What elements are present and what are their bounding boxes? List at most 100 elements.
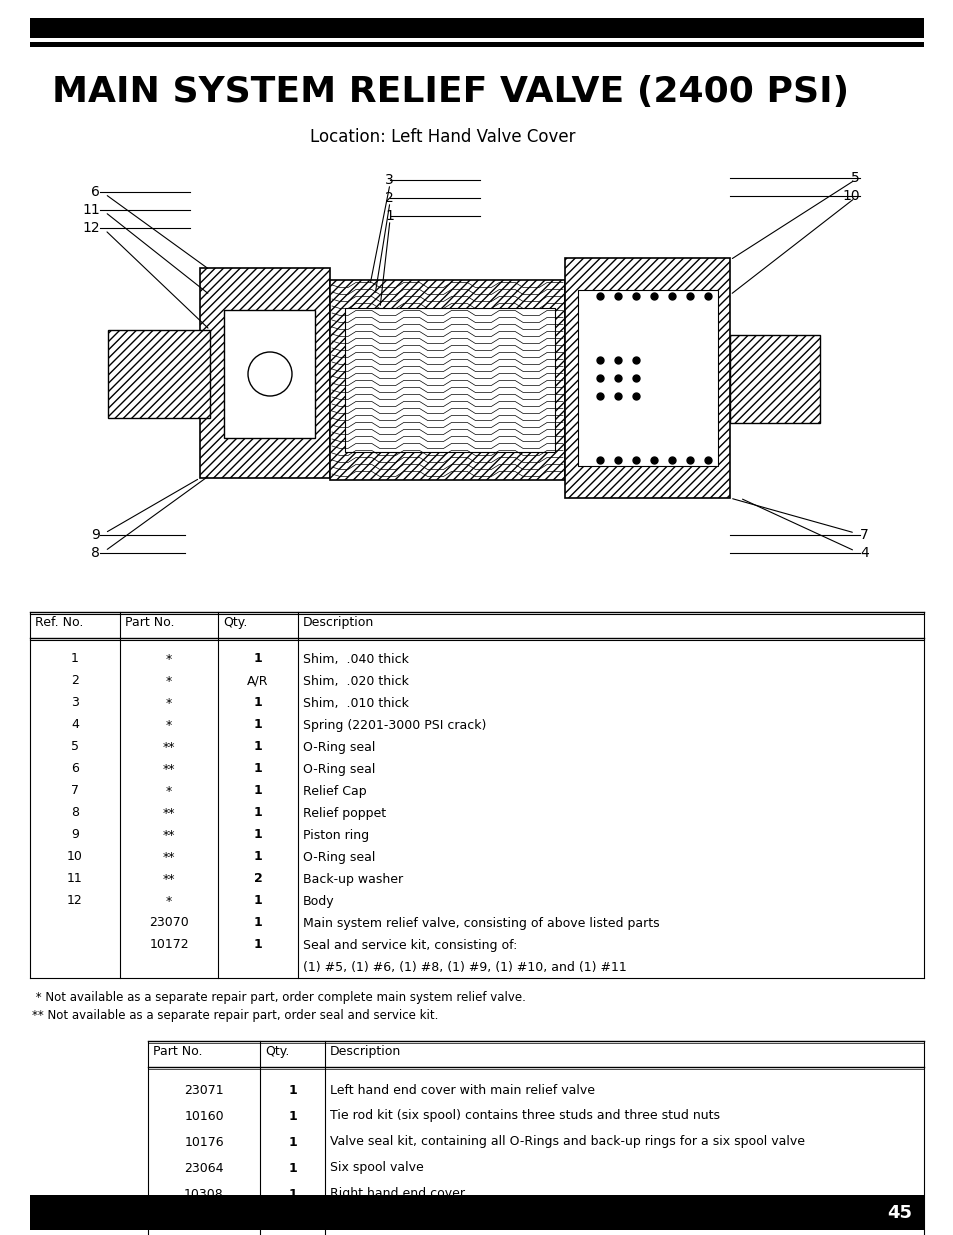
Text: Shim,  .040 thick: Shim, .040 thick bbox=[303, 652, 409, 666]
Text: 1: 1 bbox=[385, 209, 394, 224]
Text: Valve seal kit, containing all O-Rings and back-up rings for a six spool valve: Valve seal kit, containing all O-Rings a… bbox=[330, 1135, 804, 1149]
Text: 23070: 23070 bbox=[149, 916, 189, 930]
Text: A/R: A/R bbox=[247, 674, 269, 688]
Bar bbox=[30, 19, 923, 38]
Text: 3: 3 bbox=[71, 697, 79, 709]
Text: 5: 5 bbox=[850, 170, 859, 185]
Text: Qty.: Qty. bbox=[223, 616, 247, 629]
Text: 1: 1 bbox=[71, 652, 79, 666]
Text: 9: 9 bbox=[91, 529, 100, 542]
Text: Qty.: Qty. bbox=[265, 1045, 289, 1058]
Text: 10172: 10172 bbox=[149, 939, 189, 951]
Bar bbox=[108, 330, 210, 417]
Text: 10: 10 bbox=[841, 189, 859, 203]
Text: *: * bbox=[166, 674, 172, 688]
Text: 23064: 23064 bbox=[184, 1161, 224, 1174]
Text: Ref. No.: Ref. No. bbox=[35, 616, 83, 629]
Text: 10308: 10308 bbox=[184, 1188, 224, 1200]
Text: 12: 12 bbox=[67, 894, 83, 908]
Text: 1: 1 bbox=[253, 719, 262, 731]
Text: 7: 7 bbox=[859, 529, 868, 542]
Text: O-Ring seal: O-Ring seal bbox=[303, 762, 375, 776]
Bar bbox=[224, 310, 314, 438]
Text: Section seal kit: Section seal kit bbox=[330, 1214, 425, 1226]
Bar bbox=[30, 42, 923, 47]
Text: 1: 1 bbox=[253, 851, 262, 863]
Text: 12: 12 bbox=[82, 221, 100, 235]
Text: 1: 1 bbox=[253, 741, 262, 753]
Text: 3: 3 bbox=[385, 173, 394, 186]
Text: **: ** bbox=[163, 741, 175, 753]
Text: 1: 1 bbox=[253, 939, 262, 951]
Text: * Not available as a separate repair part, order complete main system relief val: * Not available as a separate repair par… bbox=[32, 990, 525, 1004]
Text: 1: 1 bbox=[288, 1135, 296, 1149]
Text: 1: 1 bbox=[288, 1109, 296, 1123]
Text: Spring (2201-3000 PSI crack): Spring (2201-3000 PSI crack) bbox=[303, 719, 486, 731]
Text: Description: Description bbox=[330, 1045, 401, 1058]
Bar bbox=[345, 308, 555, 452]
Text: 1: 1 bbox=[253, 762, 262, 776]
Text: Tie rod kit (six spool) contains three studs and three stud nuts: Tie rod kit (six spool) contains three s… bbox=[330, 1109, 720, 1123]
Text: 23071: 23071 bbox=[184, 1083, 224, 1097]
Text: Description: Description bbox=[303, 616, 374, 629]
Text: 8: 8 bbox=[71, 806, 79, 820]
Text: Relief Cap: Relief Cap bbox=[303, 784, 366, 798]
Text: 10160: 10160 bbox=[184, 1109, 224, 1123]
Text: Part No.: Part No. bbox=[125, 616, 174, 629]
Text: 11: 11 bbox=[82, 203, 100, 217]
Text: O-Ring seal: O-Ring seal bbox=[303, 741, 375, 753]
Text: 10176: 10176 bbox=[184, 1135, 224, 1149]
Text: Shim,  .010 thick: Shim, .010 thick bbox=[303, 697, 409, 709]
Bar bbox=[30, 1195, 923, 1230]
Text: **: ** bbox=[163, 806, 175, 820]
Text: *: * bbox=[166, 652, 172, 666]
Text: 2: 2 bbox=[385, 191, 394, 205]
Text: 1: 1 bbox=[253, 784, 262, 798]
Text: 1: 1 bbox=[288, 1188, 296, 1200]
Bar bbox=[564, 258, 729, 498]
Text: ** Not available as a separate repair part, order seal and service kit.: ** Not available as a separate repair pa… bbox=[32, 1009, 438, 1023]
Text: Piston ring: Piston ring bbox=[303, 829, 369, 841]
Text: 6: 6 bbox=[71, 762, 79, 776]
Text: Body: Body bbox=[303, 894, 335, 908]
Text: **: ** bbox=[163, 851, 175, 863]
Text: (1) #5, (1) #6, (1) #8, (1) #9, (1) #10, and (1) #11: (1) #5, (1) #6, (1) #8, (1) #9, (1) #10,… bbox=[303, 961, 626, 973]
Text: *: * bbox=[166, 784, 172, 798]
Text: 4: 4 bbox=[71, 719, 79, 731]
Text: 1: 1 bbox=[253, 916, 262, 930]
Bar bbox=[578, 290, 718, 466]
Text: 2: 2 bbox=[253, 872, 262, 885]
Text: *: * bbox=[166, 719, 172, 731]
Text: 1: 1 bbox=[253, 652, 262, 666]
Text: 1: 1 bbox=[253, 697, 262, 709]
Text: 1: 1 bbox=[288, 1083, 296, 1097]
Text: *: * bbox=[166, 894, 172, 908]
Text: **: ** bbox=[163, 829, 175, 841]
Text: 11: 11 bbox=[67, 872, 83, 885]
Text: *: * bbox=[166, 697, 172, 709]
Text: Left hand end cover with main relief valve: Left hand end cover with main relief val… bbox=[330, 1083, 595, 1097]
Text: MAIN SYSTEM RELIEF VALVE (2400 PSI): MAIN SYSTEM RELIEF VALVE (2400 PSI) bbox=[52, 75, 848, 109]
Text: 5: 5 bbox=[71, 741, 79, 753]
Text: Main system relief valve, consisting of above listed parts: Main system relief valve, consisting of … bbox=[303, 916, 659, 930]
Text: 1: 1 bbox=[253, 894, 262, 908]
Text: 6: 6 bbox=[91, 185, 100, 199]
Text: Right hand end cover: Right hand end cover bbox=[330, 1188, 464, 1200]
Text: 8: 8 bbox=[91, 546, 100, 559]
Text: Six spool valve: Six spool valve bbox=[330, 1161, 423, 1174]
Text: Relief poppet: Relief poppet bbox=[303, 806, 386, 820]
Text: Seal and service kit, consisting of:: Seal and service kit, consisting of: bbox=[303, 939, 517, 951]
Bar bbox=[200, 268, 330, 478]
Text: 10: 10 bbox=[67, 851, 83, 863]
Text: **: ** bbox=[163, 762, 175, 776]
Bar bbox=[729, 335, 820, 424]
Text: 1: 1 bbox=[253, 806, 262, 820]
Text: 23023: 23023 bbox=[184, 1214, 224, 1226]
Text: Shim,  .020 thick: Shim, .020 thick bbox=[303, 674, 409, 688]
Text: 45: 45 bbox=[886, 1204, 911, 1221]
Text: 4: 4 bbox=[859, 546, 868, 559]
Text: 1: 1 bbox=[288, 1161, 296, 1174]
Text: Back-up washer: Back-up washer bbox=[303, 872, 403, 885]
Text: 9: 9 bbox=[71, 829, 79, 841]
Bar bbox=[330, 280, 564, 480]
